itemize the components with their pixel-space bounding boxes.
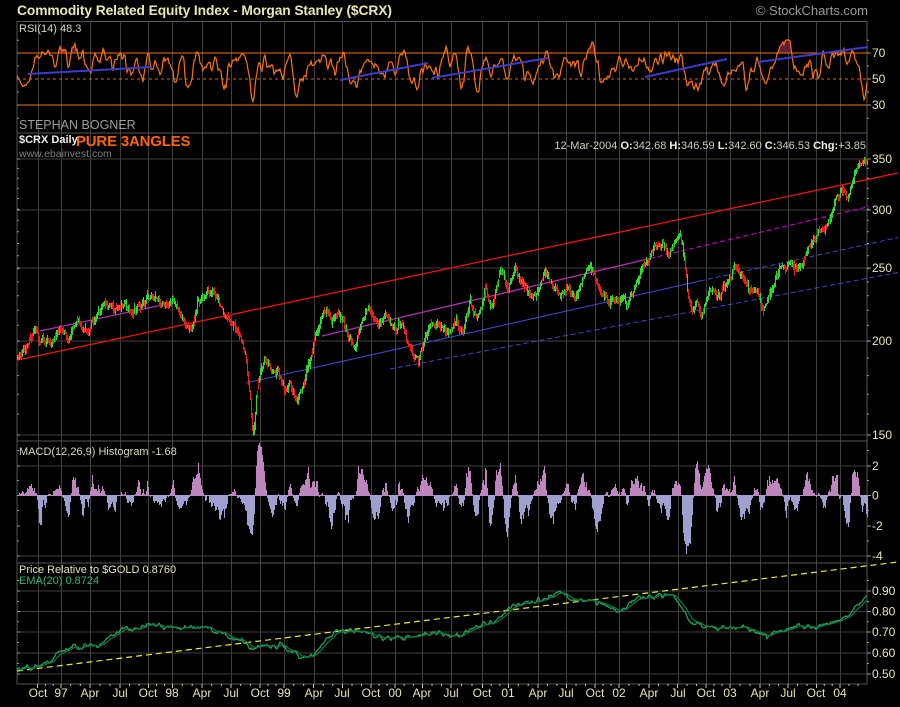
svg-text:Oct: Oct [473,686,492,700]
svg-text:Apr: Apr [640,686,659,700]
svg-text:Apr: Apr [413,686,432,700]
svg-text:Jul: Jul [112,686,127,700]
svg-text:0.50: 0.50 [872,667,896,681]
svg-text:www.ebainvest.com: www.ebainvest.com [18,148,112,160]
svg-text:Oct: Oct [251,686,270,700]
svg-text:EMA(20) 0.8724: EMA(20) 0.8724 [19,575,99,587]
svg-text:04: 04 [833,686,847,700]
svg-text:250: 250 [872,261,892,275]
svg-text:99: 99 [277,686,291,700]
svg-text:MACD(12,26,9) Histogram -1.68: MACD(12,26,9) Histogram -1.68 [19,446,177,458]
svg-text:-2: -2 [872,519,883,533]
svg-text:150: 150 [872,428,892,442]
svg-text:0: 0 [872,489,879,503]
svg-text:Jul: Jul [558,686,573,700]
svg-text:$CRX Daily: $CRX Daily [19,134,79,146]
svg-text:Apr: Apr [751,686,770,700]
svg-text:98: 98 [165,686,179,700]
svg-text:03: 03 [723,686,737,700]
svg-text:Oct: Oct [362,686,381,700]
svg-text:0.70: 0.70 [872,625,896,639]
svg-text:02: 02 [612,686,626,700]
svg-text:-4: -4 [872,549,883,563]
svg-text:12-Mar-2004 O:342.68 H:346.59: 12-Mar-2004 O:342.68 H:346.59 L:342.60 C… [554,140,866,152]
svg-text:Apr: Apr [193,686,212,700]
svg-text:Oct: Oct [29,686,48,700]
svg-text:Jul: Jul [780,686,795,700]
svg-text:Jul: Jul [223,686,238,700]
svg-text:50: 50 [872,72,886,86]
svg-text:30: 30 [872,98,886,112]
svg-text:350: 350 [872,152,892,166]
svg-text:Commodity Related Equity Index: Commodity Related Equity Index - Morgan … [17,3,392,18]
svg-text:0.80: 0.80 [872,605,896,619]
svg-text:Oct: Oct [697,686,716,700]
svg-text:Jul: Jul [443,686,458,700]
svg-text:0.60: 0.60 [872,646,896,660]
svg-text:00: 00 [388,686,402,700]
svg-text:70: 70 [872,46,886,60]
svg-text:PURE 3ANGLES: PURE 3ANGLES [76,133,190,150]
svg-text:STEPHAN BOGNER: STEPHAN BOGNER [19,118,136,132]
svg-text:Jul: Jul [670,686,685,700]
svg-text:© StockCharts.com: © StockCharts.com [756,3,868,18]
svg-text:Oct: Oct [807,686,826,700]
svg-text:RSI(14) 48.3: RSI(14) 48.3 [19,23,81,35]
svg-text:Apr: Apr [305,686,324,700]
svg-text:2: 2 [872,459,879,473]
svg-text:300: 300 [872,203,892,217]
svg-text:Oct: Oct [139,686,158,700]
svg-text:Oct: Oct [586,686,605,700]
svg-text:Apr: Apr [81,686,100,700]
svg-text:Apr: Apr [529,686,548,700]
svg-text:97: 97 [54,686,68,700]
svg-text:200: 200 [872,334,892,348]
svg-text:Jul: Jul [334,686,349,700]
svg-text:01: 01 [501,686,515,700]
svg-text:0.90: 0.90 [872,584,896,598]
svg-text:Price Relative to $GOLD 0.876: Price Relative to $GOLD 0.8760 [19,564,176,576]
